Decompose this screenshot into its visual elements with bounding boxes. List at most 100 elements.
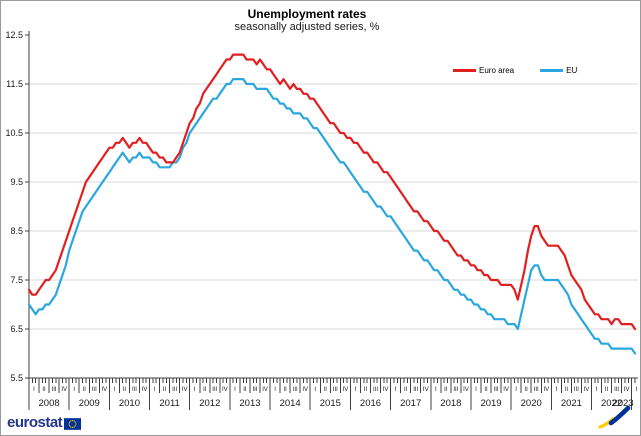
page-subtitle: seasonally adjusted series, % — [234, 21, 380, 33]
svg-text:III: III — [172, 387, 177, 393]
series-line-eu — [27, 77, 637, 355]
svg-text:II: II — [283, 387, 287, 393]
svg-text:II: II — [243, 387, 247, 393]
svg-text:IV: IV — [383, 387, 389, 393]
svg-text:III: III — [413, 387, 418, 393]
svg-text:II: II — [444, 387, 448, 393]
svg-text:II: II — [324, 387, 328, 393]
svg-text:IV: IV — [624, 387, 630, 393]
svg-text:IV: IV — [423, 387, 429, 393]
svg-text:I: I — [234, 387, 236, 393]
eu-flag-icon — [64, 418, 82, 430]
page-title: Unemployment rates — [247, 7, 367, 21]
eurostat-logo-text: eurostat — [7, 414, 63, 431]
svg-text:2020: 2020 — [521, 398, 542, 409]
svg-text:IV: IV — [142, 387, 148, 393]
svg-text:II: II — [484, 387, 488, 393]
svg-text:II: II — [163, 387, 167, 393]
svg-text:IV: IV — [222, 387, 228, 393]
svg-text:2008: 2008 — [39, 398, 60, 409]
svg-text:III: III — [293, 387, 298, 393]
svg-text:I: I — [114, 387, 116, 393]
svg-text:III: III — [333, 387, 338, 393]
svg-text:2017: 2017 — [400, 398, 421, 409]
eurostat-logo: eurostat — [7, 414, 82, 431]
svg-text:9.5: 9.5 — [10, 177, 23, 187]
svg-text:IV: IV — [101, 387, 107, 393]
svg-text:I: I — [475, 387, 477, 393]
y-axis-labels: 5.5 6.5 7.5 8.5 9.5 10.5 11.5 12.5 — [5, 30, 29, 383]
svg-text:III: III — [614, 387, 619, 393]
svg-text:IV: IV — [543, 387, 549, 393]
series-line-euro-area — [27, 53, 637, 331]
svg-text:IV: IV — [302, 387, 308, 393]
svg-text:2023: 2023 — [612, 398, 633, 409]
svg-text:2012: 2012 — [199, 398, 220, 409]
quarter-labels: I II III IV I II III IV I II III IV I II III IV I II III IV… — [33, 387, 638, 393]
svg-text:11.5: 11.5 — [6, 79, 23, 89]
svg-text:I: I — [596, 387, 598, 393]
legend-label-eu: EU — [566, 66, 578, 75]
svg-text:2019: 2019 — [480, 398, 501, 409]
svg-text:10.5: 10.5 — [5, 128, 23, 138]
svg-text:I: I — [435, 387, 437, 393]
svg-text:II: II — [123, 387, 127, 393]
svg-text:II: II — [364, 387, 368, 393]
svg-text:IV: IV — [584, 387, 590, 393]
svg-text:I: I — [515, 387, 517, 393]
x-axis-ticks — [28, 378, 636, 410]
svg-text:I: I — [154, 387, 156, 393]
chart-legend: Euro area EU — [453, 66, 577, 75]
svg-text:III: III — [52, 387, 57, 393]
svg-text:III: III — [132, 387, 137, 393]
axes — [28, 31, 638, 379]
svg-text:7.5: 7.5 — [10, 275, 23, 285]
svg-text:III: III — [252, 387, 257, 393]
svg-text:I: I — [73, 387, 75, 393]
svg-text:II: II — [565, 387, 569, 393]
svg-text:II: II — [404, 387, 408, 393]
svg-text:2014: 2014 — [280, 398, 301, 409]
year-labels: 2008 2009 2010 2011 2012 2013 2014 2015 2016 2017… — [39, 398, 634, 409]
eu-line-swatch — [540, 69, 564, 72]
legend-item-eu: EU — [540, 66, 577, 75]
legend-label-euro-area: Euro area — [479, 66, 515, 75]
svg-text:5.5: 5.5 — [10, 373, 23, 383]
svg-text:IV: IV — [343, 387, 349, 393]
svg-text:I: I — [33, 387, 35, 393]
gridlines — [29, 83, 638, 330]
svg-text:6.5: 6.5 — [10, 324, 23, 334]
title-block: Unemployment rates seasonally adjusted s… — [1, 7, 613, 34]
svg-text:II: II — [42, 387, 46, 393]
svg-text:I: I — [636, 387, 638, 393]
svg-text:8.5: 8.5 — [10, 226, 23, 236]
svg-text:I: I — [395, 387, 397, 393]
svg-text:II: II — [605, 387, 609, 393]
svg-text:IV: IV — [61, 387, 67, 393]
svg-text:III: III — [534, 387, 539, 393]
svg-text:2018: 2018 — [440, 398, 461, 409]
svg-text:I: I — [314, 387, 316, 393]
svg-text:I: I — [555, 387, 557, 393]
svg-text:I: I — [194, 387, 196, 393]
svg-text:III: III — [212, 387, 217, 393]
svg-text:I: I — [355, 387, 357, 393]
svg-text:12.5: 12.5 — [5, 30, 23, 40]
svg-text:III: III — [373, 387, 378, 393]
svg-text:IV: IV — [182, 387, 188, 393]
svg-text:IV: IV — [463, 387, 469, 393]
svg-text:III: III — [574, 387, 579, 393]
svg-text:2022: 2022 — [601, 398, 622, 409]
euro-area-line-swatch — [453, 69, 476, 72]
svg-text:2015: 2015 — [320, 398, 341, 409]
legend-item-euro-area: Euro area — [453, 66, 514, 75]
svg-text:IV: IV — [262, 387, 268, 393]
svg-text:2009: 2009 — [79, 398, 100, 409]
svg-text:III: III — [453, 387, 458, 393]
svg-text:II: II — [525, 387, 529, 393]
eurostat-swoosh-icon — [598, 405, 631, 429]
svg-text:2016: 2016 — [360, 398, 381, 409]
svg-text:II: II — [203, 387, 207, 393]
